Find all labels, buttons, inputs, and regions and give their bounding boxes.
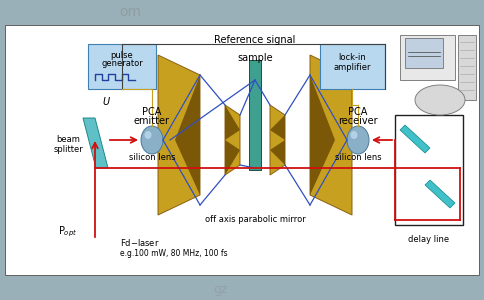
Text: om: om bbox=[119, 5, 141, 19]
Polygon shape bbox=[270, 105, 285, 175]
Text: pulse: pulse bbox=[111, 50, 134, 59]
Text: PCA: PCA bbox=[142, 107, 162, 117]
Polygon shape bbox=[175, 140, 200, 195]
Bar bbox=[405, 38, 443, 68]
Bar bbox=[395, 115, 463, 225]
Text: U: U bbox=[103, 97, 109, 107]
Polygon shape bbox=[310, 55, 352, 215]
Polygon shape bbox=[400, 125, 430, 153]
Ellipse shape bbox=[141, 126, 163, 154]
Bar bbox=[400, 35, 455, 80]
Polygon shape bbox=[225, 105, 240, 140]
Polygon shape bbox=[225, 140, 240, 175]
Polygon shape bbox=[270, 140, 285, 165]
Bar bbox=[5, 25, 479, 275]
Polygon shape bbox=[270, 115, 285, 140]
Text: gz: gz bbox=[213, 284, 227, 296]
Ellipse shape bbox=[145, 131, 151, 139]
Polygon shape bbox=[310, 75, 335, 140]
Text: P$_{opt}$: P$_{opt}$ bbox=[59, 225, 77, 239]
Text: emitter: emitter bbox=[134, 116, 170, 126]
Polygon shape bbox=[158, 55, 200, 215]
Text: Fd$-$laser: Fd$-$laser bbox=[120, 238, 160, 248]
Ellipse shape bbox=[415, 85, 465, 115]
Text: sample: sample bbox=[237, 53, 273, 63]
Text: silicon lens: silicon lens bbox=[335, 154, 381, 163]
Text: delay line: delay line bbox=[408, 236, 450, 244]
Polygon shape bbox=[425, 180, 455, 208]
Bar bbox=[458, 35, 476, 100]
Bar bbox=[320, 44, 385, 89]
Polygon shape bbox=[310, 140, 335, 195]
Text: lock-in: lock-in bbox=[338, 53, 366, 62]
Ellipse shape bbox=[347, 126, 369, 154]
Text: e.g.100 mW, 80 MHz, 100 fs: e.g.100 mW, 80 MHz, 100 fs bbox=[120, 250, 227, 259]
Polygon shape bbox=[83, 118, 108, 168]
Text: receiver: receiver bbox=[338, 116, 378, 126]
Text: generator: generator bbox=[101, 58, 143, 68]
Polygon shape bbox=[175, 75, 200, 140]
Text: amplifier: amplifier bbox=[333, 62, 371, 71]
Bar bbox=[88, 44, 156, 89]
Text: silicon lens: silicon lens bbox=[129, 154, 175, 163]
Text: Reference signal: Reference signal bbox=[214, 35, 296, 45]
Text: PCA: PCA bbox=[348, 107, 368, 117]
Text: off axis parabolic mirror: off axis parabolic mirror bbox=[205, 215, 305, 224]
Text: splitter: splitter bbox=[53, 146, 83, 154]
Polygon shape bbox=[225, 105, 240, 175]
Ellipse shape bbox=[350, 131, 358, 139]
Text: beam: beam bbox=[56, 136, 80, 145]
Bar bbox=[249, 60, 261, 170]
